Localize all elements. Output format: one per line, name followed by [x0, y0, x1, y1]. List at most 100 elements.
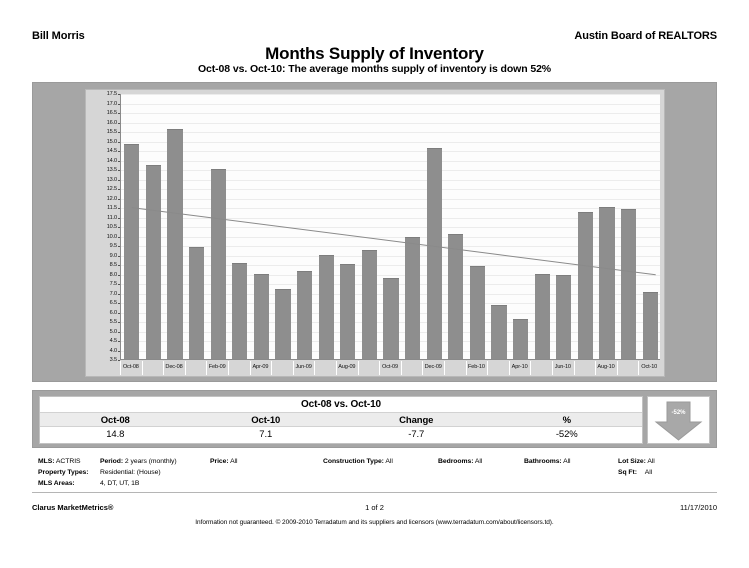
- y-axis-tick-label: 11.5: [107, 205, 117, 211]
- x-axis: Oct-08 Dec-08 Feb-09 Apr-09 Jun-09 Aug-09 Oct-…: [120, 361, 660, 375]
- grid-line: [121, 179, 660, 181]
- y-axis-tick-mark: [118, 246, 120, 247]
- x-axis-separator: [573, 361, 575, 375]
- trend-badge: -52%: [647, 396, 710, 444]
- value-end: 7.1: [259, 429, 273, 440]
- agent-name: Bill Morris: [32, 30, 85, 42]
- y-axis-tick-label: 10.5: [106, 224, 117, 230]
- y-axis-tick-mark: [118, 151, 120, 152]
- criteria-construction: Construction Type: All: [323, 458, 393, 465]
- y-axis-tick-mark: [118, 141, 120, 143]
- y-axis-tick-label: 9.0: [109, 252, 117, 259]
- criteria-bathrooms: Bathrooms: All: [524, 458, 571, 465]
- y-axis-tick-mark: [118, 293, 120, 295]
- criteria-mls-label: MLS:: [38, 458, 55, 465]
- x-axis-separator: [336, 361, 337, 375]
- y-axis-tick-mark: [118, 265, 120, 266]
- bar: [253, 273, 269, 359]
- y-axis-tick-mark: [118, 341, 120, 342]
- y-axis-tick-mark: [118, 255, 120, 257]
- criteria-construction-value: All: [385, 458, 393, 465]
- bar: [469, 265, 485, 359]
- x-axis-tick-label: Jun-09: [295, 364, 312, 370]
- bar: [383, 278, 399, 359]
- chart-inner-panel: Months 17.517.016.516.015.515.014.514.01…: [85, 89, 665, 377]
- chart-panel: Months 17.517.016.516.015.515.014.514.01…: [32, 82, 717, 382]
- x-axis-separator: [357, 361, 359, 375]
- x-axis-tick-label: Feb-09: [208, 364, 226, 370]
- x-axis-tick-label: Dec-09: [424, 364, 442, 370]
- y-axis-tick-label: 6.0: [109, 309, 117, 316]
- y-axis-tick-label: 15.5: [106, 129, 117, 135]
- col-header-percent: %: [562, 415, 571, 426]
- criteria-period-value: 2 years (monthly): [124, 458, 177, 465]
- summary-table: Oct-08 vs. Oct-10 Oct-08 Oct-10 Change %…: [39, 396, 643, 444]
- y-axis-tick-label: 8.5: [109, 262, 117, 268]
- criteria-row-3: MLS Areas: 4, DT, UT, 1B: [38, 480, 717, 491]
- summary-table-header: Oct-08 Oct-10 Change %: [40, 412, 642, 427]
- y-axis-tick-mark: [118, 208, 120, 209]
- y-axis-tick-mark: [118, 274, 120, 276]
- x-axis-separator: [444, 361, 445, 375]
- x-axis-separator: [184, 361, 186, 375]
- x-axis-separator: [163, 361, 165, 375]
- y-axis-tick-label: 10.0: [106, 233, 117, 240]
- bar: [167, 129, 183, 359]
- y-axis-tick-mark: [118, 113, 120, 114]
- bar: [491, 304, 507, 359]
- y-axis-tick-label: 17.5: [106, 91, 117, 97]
- y-axis-tick-mark: [118, 170, 120, 171]
- bar: [448, 233, 464, 359]
- x-axis-separator: [595, 361, 597, 375]
- grid-line: [121, 160, 660, 162]
- bar: [189, 246, 205, 359]
- y-axis-tick-mark: [118, 198, 120, 200]
- y-axis-tick-label: 16.5: [106, 110, 117, 116]
- y-axis-tick-mark: [118, 322, 120, 323]
- page-title: Months Supply of Inventory: [265, 44, 484, 63]
- x-axis-tick-label: Oct-08: [122, 364, 139, 370]
- bar: [145, 165, 161, 359]
- y-axis-tick-label: 4.5: [109, 338, 117, 344]
- x-axis-separator: [422, 361, 424, 375]
- summary-table-title: Oct-08 vs. Oct-10: [40, 397, 642, 412]
- trend-badge-value: -52%: [671, 410, 686, 416]
- plot-area: [120, 94, 660, 360]
- x-axis-tick-label: Jun-10: [554, 364, 571, 370]
- grid-line: [121, 103, 660, 105]
- criteria-sq-ft: Sq Ft: All: [618, 469, 652, 476]
- criteria-bedrooms-value: All: [474, 458, 483, 465]
- value-change: -7.7: [408, 429, 425, 440]
- x-axis-separator: [487, 361, 489, 375]
- criteria-period: Period: 2 years (monthly): [100, 458, 177, 465]
- y-axis-tick-mark: [118, 236, 120, 238]
- organization-name: Austin Board of REALTORS: [574, 30, 717, 42]
- y-axis-tick-label: 13.0: [106, 176, 117, 183]
- x-axis-tick-label: Oct-10: [641, 364, 658, 370]
- y-axis-tick-label: 12.5: [106, 186, 117, 192]
- y-axis-tick-label: 3.5: [109, 357, 117, 363]
- report-header: Bill Morris Austin Board of REALTORS: [32, 30, 717, 46]
- y-axis-tick-label: 7.5: [109, 281, 117, 287]
- grid-line: [121, 151, 660, 152]
- criteria-property-types-label: Property Types:: [38, 469, 89, 476]
- y-axis-tick-mark: [118, 227, 120, 228]
- y-axis-tick-label: 15.0: [106, 138, 117, 145]
- grid-line: [121, 198, 660, 200]
- bar: [621, 208, 637, 359]
- search-criteria: MLS: ACTRIS Period: 2 years (monthly) Pr…: [32, 453, 717, 493]
- criteria-period-label: Period:: [100, 458, 124, 465]
- y-axis-tick-label: 7.0: [109, 290, 117, 297]
- x-axis-separator: [206, 361, 208, 375]
- grid-line: [121, 132, 660, 133]
- x-axis-separator: [638, 361, 640, 375]
- bar: [426, 148, 442, 359]
- y-axis-tick-mark: [118, 331, 120, 333]
- col-header-end: Oct-10: [251, 415, 281, 426]
- value-start: 14.8: [106, 429, 125, 440]
- grid-line: [121, 208, 660, 209]
- x-axis-separator: [616, 361, 618, 375]
- y-axis-tick-label: 4.0: [109, 347, 117, 354]
- y-axis-tick-label: 14.5: [106, 148, 117, 154]
- criteria-lot-size: Lot Size: All: [618, 458, 655, 465]
